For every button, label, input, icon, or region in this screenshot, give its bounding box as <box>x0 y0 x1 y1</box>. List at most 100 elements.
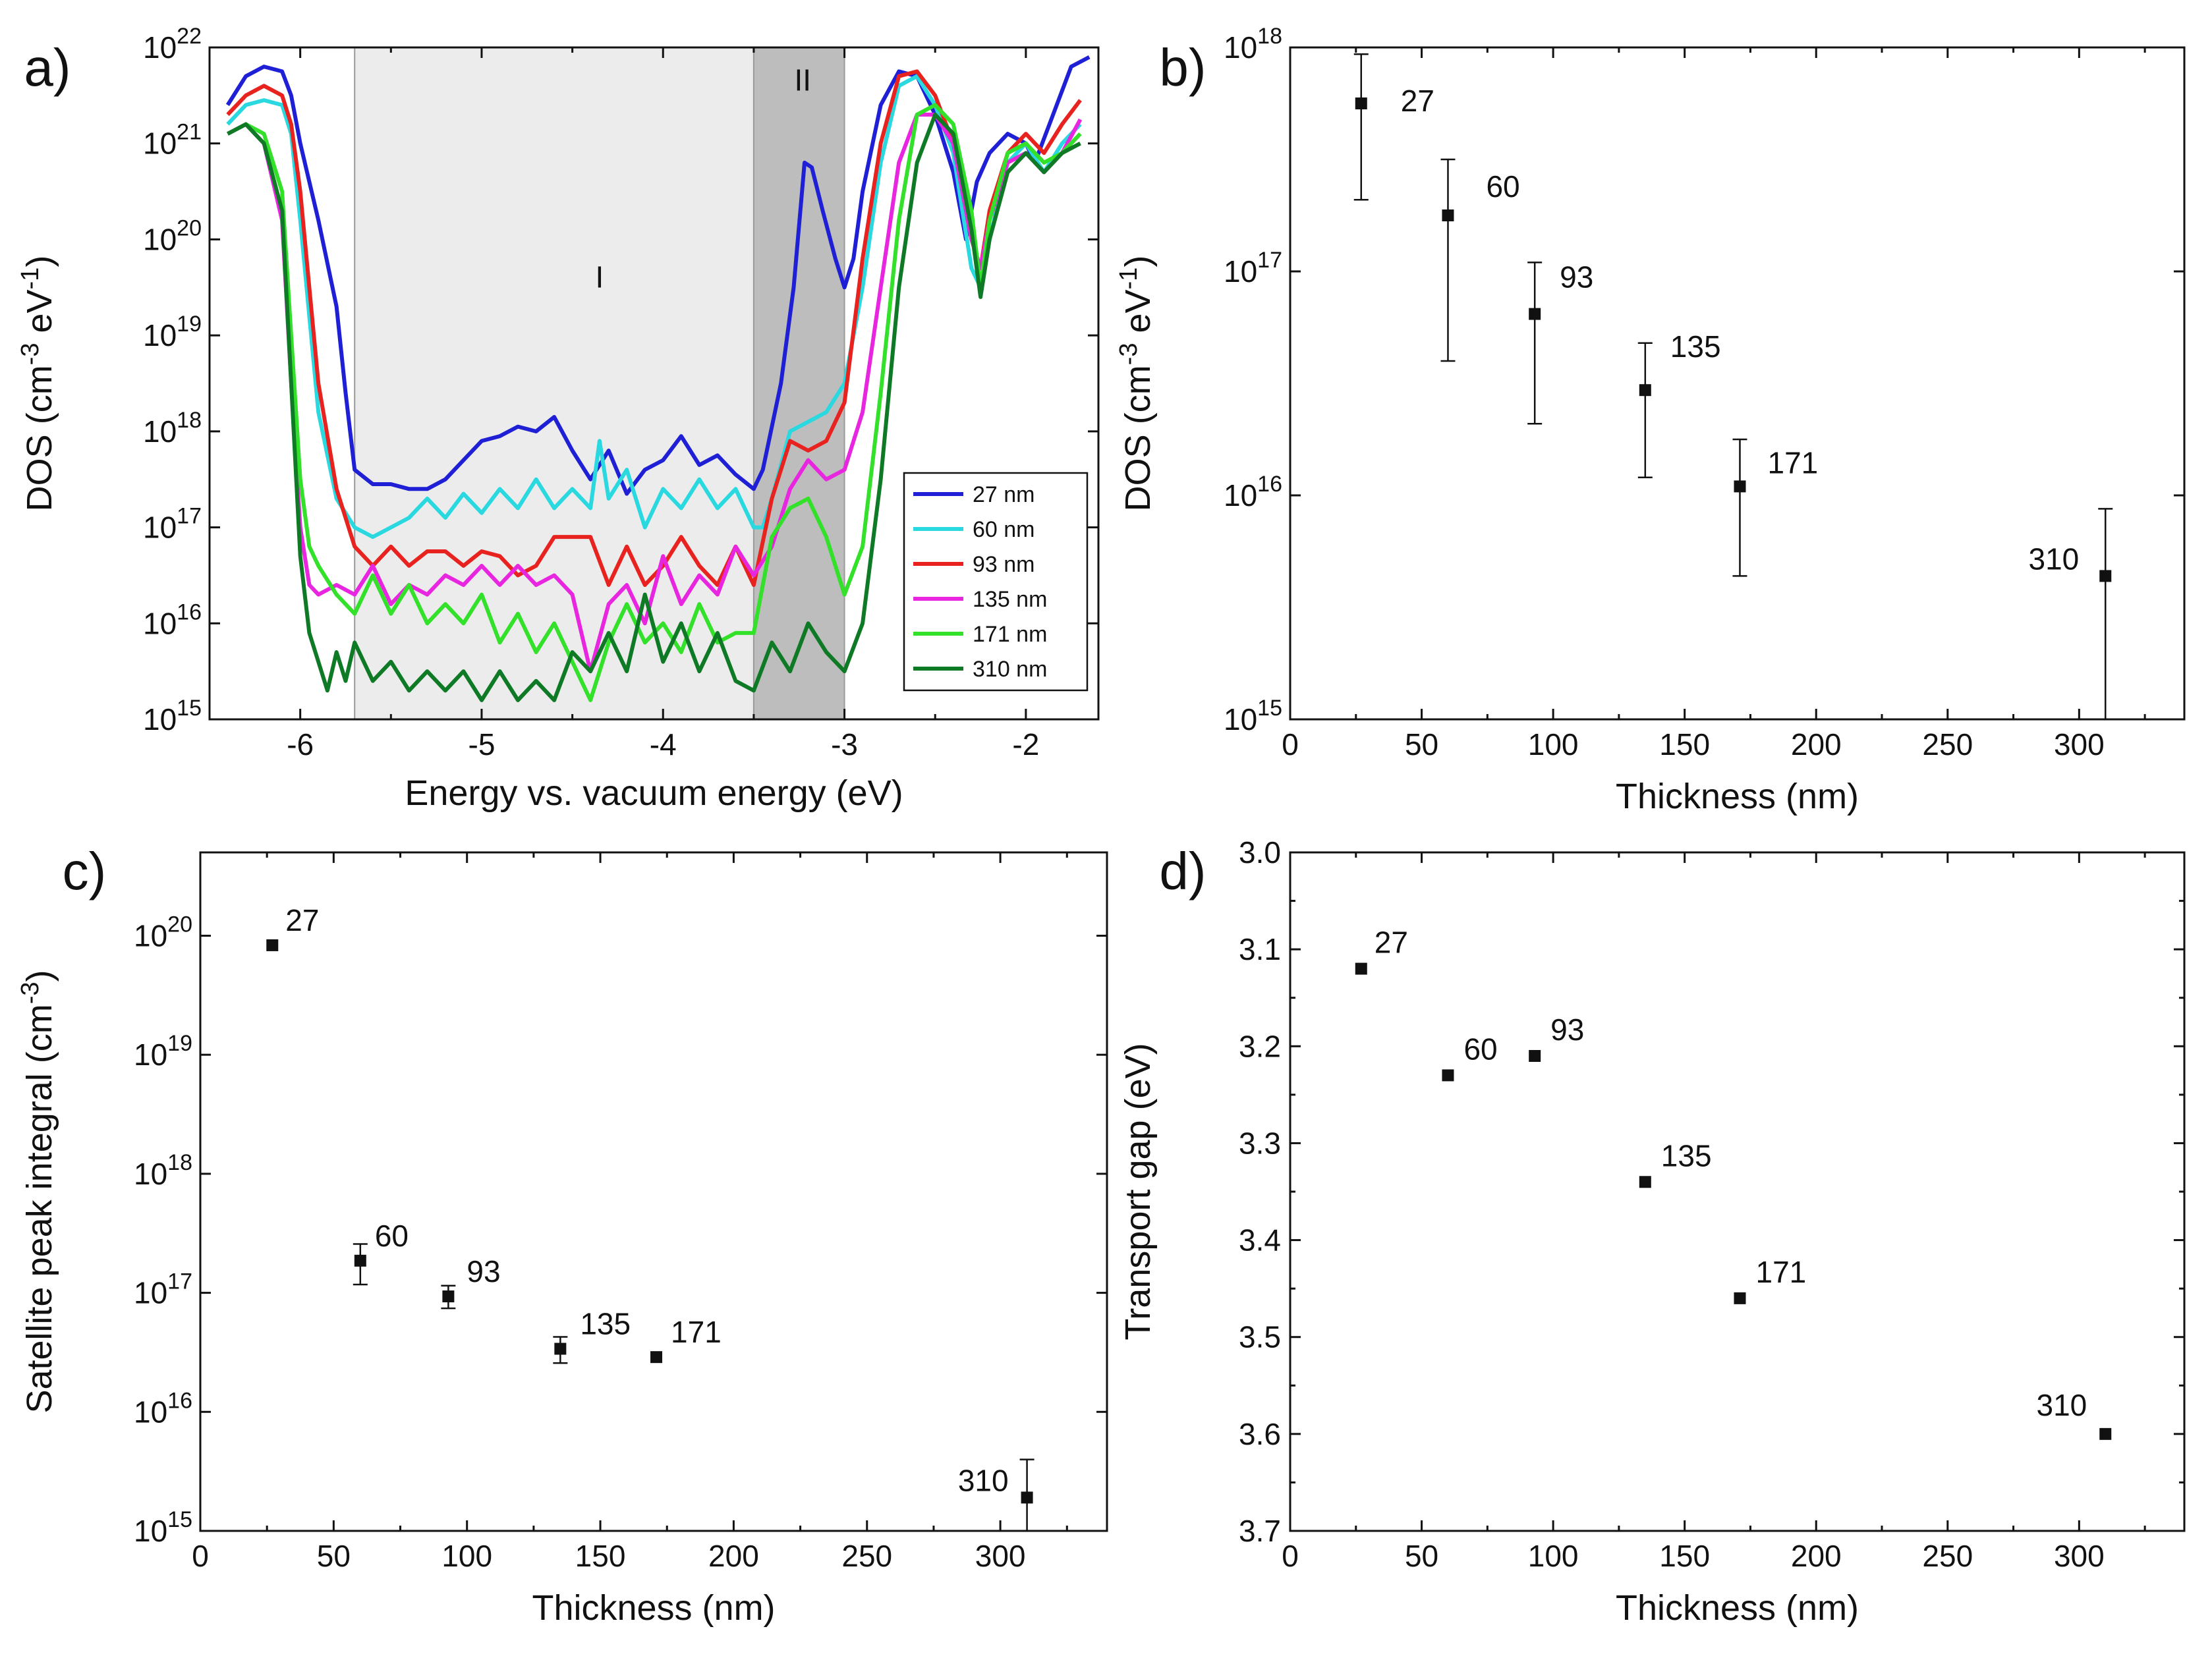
y-tick-label: 3.2 <box>1239 1029 1281 1063</box>
data-point <box>1529 308 1541 320</box>
data-point <box>650 1351 663 1364</box>
ylabel-superscript: -3 <box>16 982 44 1004</box>
data-point <box>1639 1176 1651 1188</box>
x-tick-label: 150 <box>575 1539 626 1573</box>
tick-exponent: 20 <box>167 912 192 937</box>
legend-entry-label: 135 nm <box>973 587 1047 612</box>
x-tick-label: 100 <box>1528 1539 1579 1573</box>
x-tick-label: 150 <box>1659 727 1710 761</box>
ylabel-text: DOS (cm <box>20 365 59 511</box>
y-tick-label: 1015 <box>134 1507 192 1548</box>
data-label: 60 <box>1463 1032 1497 1066</box>
plot-frame <box>199 851 1108 1532</box>
panel-label-a: a) <box>24 38 71 97</box>
data-label: 93 <box>1550 1012 1584 1047</box>
region-2-band <box>752 47 845 720</box>
plot-frame <box>1289 46 2186 721</box>
data-point <box>1734 1292 1746 1304</box>
data-point <box>2099 570 2112 582</box>
region-label-I: I <box>596 260 604 294</box>
tick-exponent: 21 <box>177 120 202 145</box>
tick-exponent: 15 <box>167 1507 192 1532</box>
x-tick-label: -6 <box>287 727 314 761</box>
ylabel-text: eV <box>1118 289 1158 343</box>
data-label: 171 <box>1767 445 1818 480</box>
data-point <box>1442 209 1454 221</box>
x-tick-label: 200 <box>1791 1539 1842 1573</box>
x-tick-label: 50 <box>1405 727 1438 761</box>
tick-base: 10 <box>143 702 177 736</box>
tick-exponent: 18 <box>1257 24 1282 49</box>
tick-exponent: 16 <box>177 599 202 624</box>
series-line-135-nm <box>227 113 1083 674</box>
tick-base: 10 <box>134 1276 167 1310</box>
plot-frame <box>208 46 1100 721</box>
ylabel-superscript: -3 <box>1115 343 1143 366</box>
tick-exponent: 18 <box>167 1150 192 1175</box>
y-axis-label: DOS (cm-3 eV-1) <box>1115 256 1158 512</box>
x-tick-label: 50 <box>317 1539 351 1573</box>
x-axis-label: Thickness (nm) <box>532 1588 775 1628</box>
y-tick-label: 1020 <box>143 215 202 256</box>
x-tick-label: 300 <box>975 1539 1026 1573</box>
tick-exponent: 17 <box>1257 248 1282 273</box>
y-tick-label: 1015 <box>1224 696 1282 736</box>
y-tick-label: 1015 <box>143 696 202 736</box>
x-tick-label: 0 <box>192 1539 209 1573</box>
panel-label-c: c) <box>63 842 107 900</box>
y-tick-label: 3.7 <box>1239 1514 1281 1548</box>
tick-exponent: 19 <box>167 1031 192 1056</box>
ylabel-text: eV <box>20 289 59 343</box>
y-tick-label: 1022 <box>143 24 202 65</box>
data-label: 93 <box>467 1254 500 1288</box>
x-axis-label: Thickness (nm) <box>1616 1588 1859 1628</box>
region-label-II: II <box>794 63 811 97</box>
panel-b: 0 50 100 150 200 250 3001015101610171018276093… <box>1115 24 2186 816</box>
x-tick-label: -2 <box>1012 727 1039 761</box>
x-tick-label: 250 <box>1922 1539 1973 1573</box>
data-point <box>1021 1491 1033 1504</box>
legend-entry-label: 310 nm <box>973 657 1047 682</box>
data-point <box>442 1290 455 1303</box>
data-label: 310 <box>958 1463 1009 1497</box>
y-tick-label: 1018 <box>143 408 202 449</box>
tick-exponent: 17 <box>177 504 202 529</box>
y-tick-label: 1017 <box>143 504 202 545</box>
tick-base: 10 <box>1224 254 1257 289</box>
data-point <box>1529 1050 1541 1062</box>
tick-base: 10 <box>143 414 177 449</box>
y-tick-label: 1019 <box>143 312 202 352</box>
legend-entry-label: 60 nm <box>973 517 1035 542</box>
ylabel-text: DOS (cm <box>1118 365 1158 511</box>
x-tick-label: 300 <box>2054 727 2105 761</box>
x-tick-label: 100 <box>441 1539 492 1573</box>
ylabel-text: ) <box>20 970 59 982</box>
legend-entry-label: 171 nm <box>973 622 1047 647</box>
tick-base: 10 <box>143 318 177 352</box>
x-tick-label: 300 <box>2054 1539 2105 1573</box>
tick-base: 10 <box>134 1157 167 1191</box>
x-tick-label: 150 <box>1659 1539 1710 1573</box>
tick-base: 10 <box>134 1395 167 1429</box>
data-label: 171 <box>1755 1255 1806 1289</box>
data-point <box>266 939 279 951</box>
data-label: 27 <box>1401 84 1434 118</box>
panel-label-b: b) <box>1159 38 1206 97</box>
data-point <box>554 1342 567 1355</box>
x-axis-label: Energy vs. vacuum energy (eV) <box>405 773 903 813</box>
tick-exponent: 20 <box>177 215 202 240</box>
x-tick-label: 200 <box>1791 727 1842 761</box>
ylabel-text: ) <box>20 256 59 267</box>
x-tick-label: 250 <box>1922 727 1973 761</box>
series-line-310-nm <box>227 113 1081 702</box>
y-tick-label: 1016 <box>134 1388 192 1429</box>
ylabel-text: Satellite peak integral (cm <box>20 1004 59 1413</box>
data-label: 93 <box>1560 260 1593 294</box>
y-tick-label: 3.5 <box>1239 1320 1281 1354</box>
y-tick-label: 3.6 <box>1239 1417 1281 1451</box>
y-tick-label: 3.4 <box>1239 1223 1281 1258</box>
ylabel-superscript: -3 <box>16 343 44 366</box>
ylabel-superscript: -1 <box>1115 267 1143 290</box>
tick-base: 10 <box>134 1514 167 1548</box>
